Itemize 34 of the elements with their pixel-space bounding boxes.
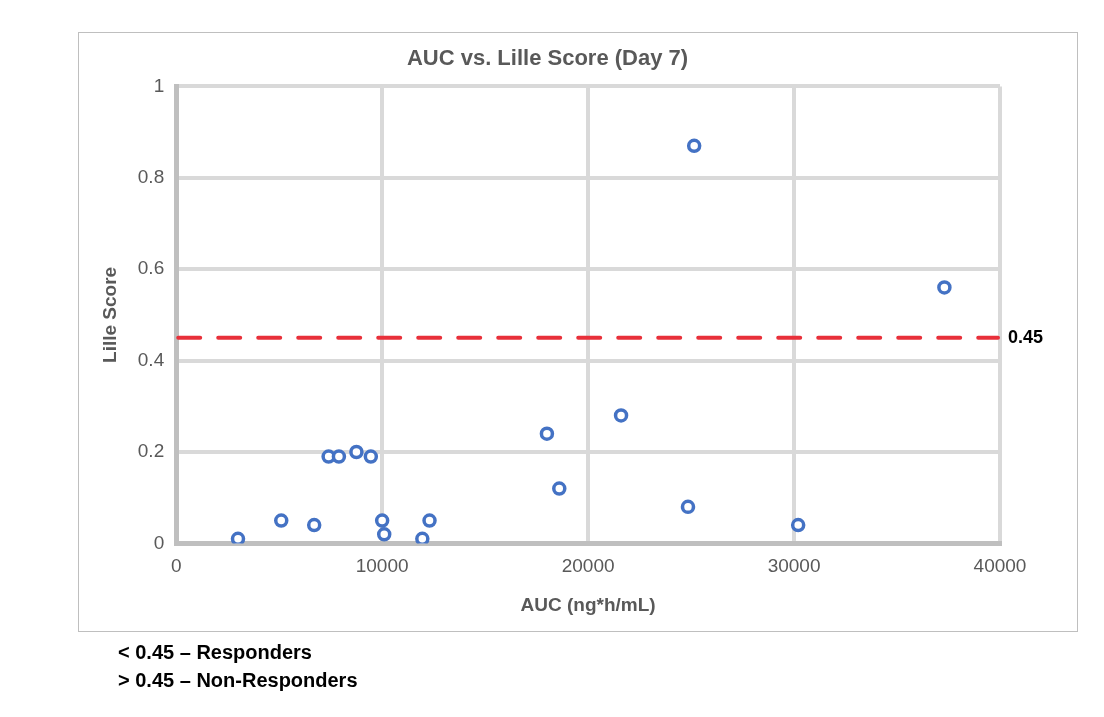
- point: [331, 449, 347, 464]
- point: [937, 280, 952, 295]
- x-tick-label: 20000: [561, 555, 615, 577]
- point: [422, 513, 437, 528]
- x-tick-label: 10000: [355, 555, 409, 577]
- point: [613, 408, 629, 423]
- x-tick-label: 30000: [767, 555, 821, 577]
- point: [374, 513, 390, 528]
- point: [363, 449, 379, 464]
- y-tick-label: 0.6: [137, 257, 165, 279]
- ref-line-label: 0.45: [1008, 326, 1044, 347]
- text: > 0.45 – Non-Responders: [118, 668, 359, 693]
- point: [230, 531, 246, 544]
- point: [415, 531, 430, 544]
- point: [552, 481, 567, 496]
- point: [686, 138, 702, 154]
- point: [274, 513, 289, 528]
- text: < 0.45 – Responders: [118, 640, 313, 665]
- y-axis-title: Lille Score: [98, 266, 120, 363]
- point: [680, 499, 696, 515]
- x-tick-label: 40000: [973, 555, 1027, 577]
- x-axis-title: AUC (ng*h/mL): [520, 593, 656, 615]
- y-tick-label: 0.8: [137, 166, 165, 188]
- y-tick-label: 0.4: [137, 348, 165, 370]
- chart-title: AUC vs. Lille Score (Day 7): [406, 45, 689, 71]
- point: [539, 426, 555, 441]
- y-tick-label: 0.2: [137, 440, 165, 462]
- point: [306, 517, 322, 533]
- point: [790, 517, 806, 533]
- y-tick-label: 0: [153, 531, 165, 553]
- point: [376, 527, 392, 542]
- x-tick-label: 0: [170, 555, 182, 577]
- y-tick-label: 1: [153, 74, 165, 96]
- point: [349, 444, 364, 460]
